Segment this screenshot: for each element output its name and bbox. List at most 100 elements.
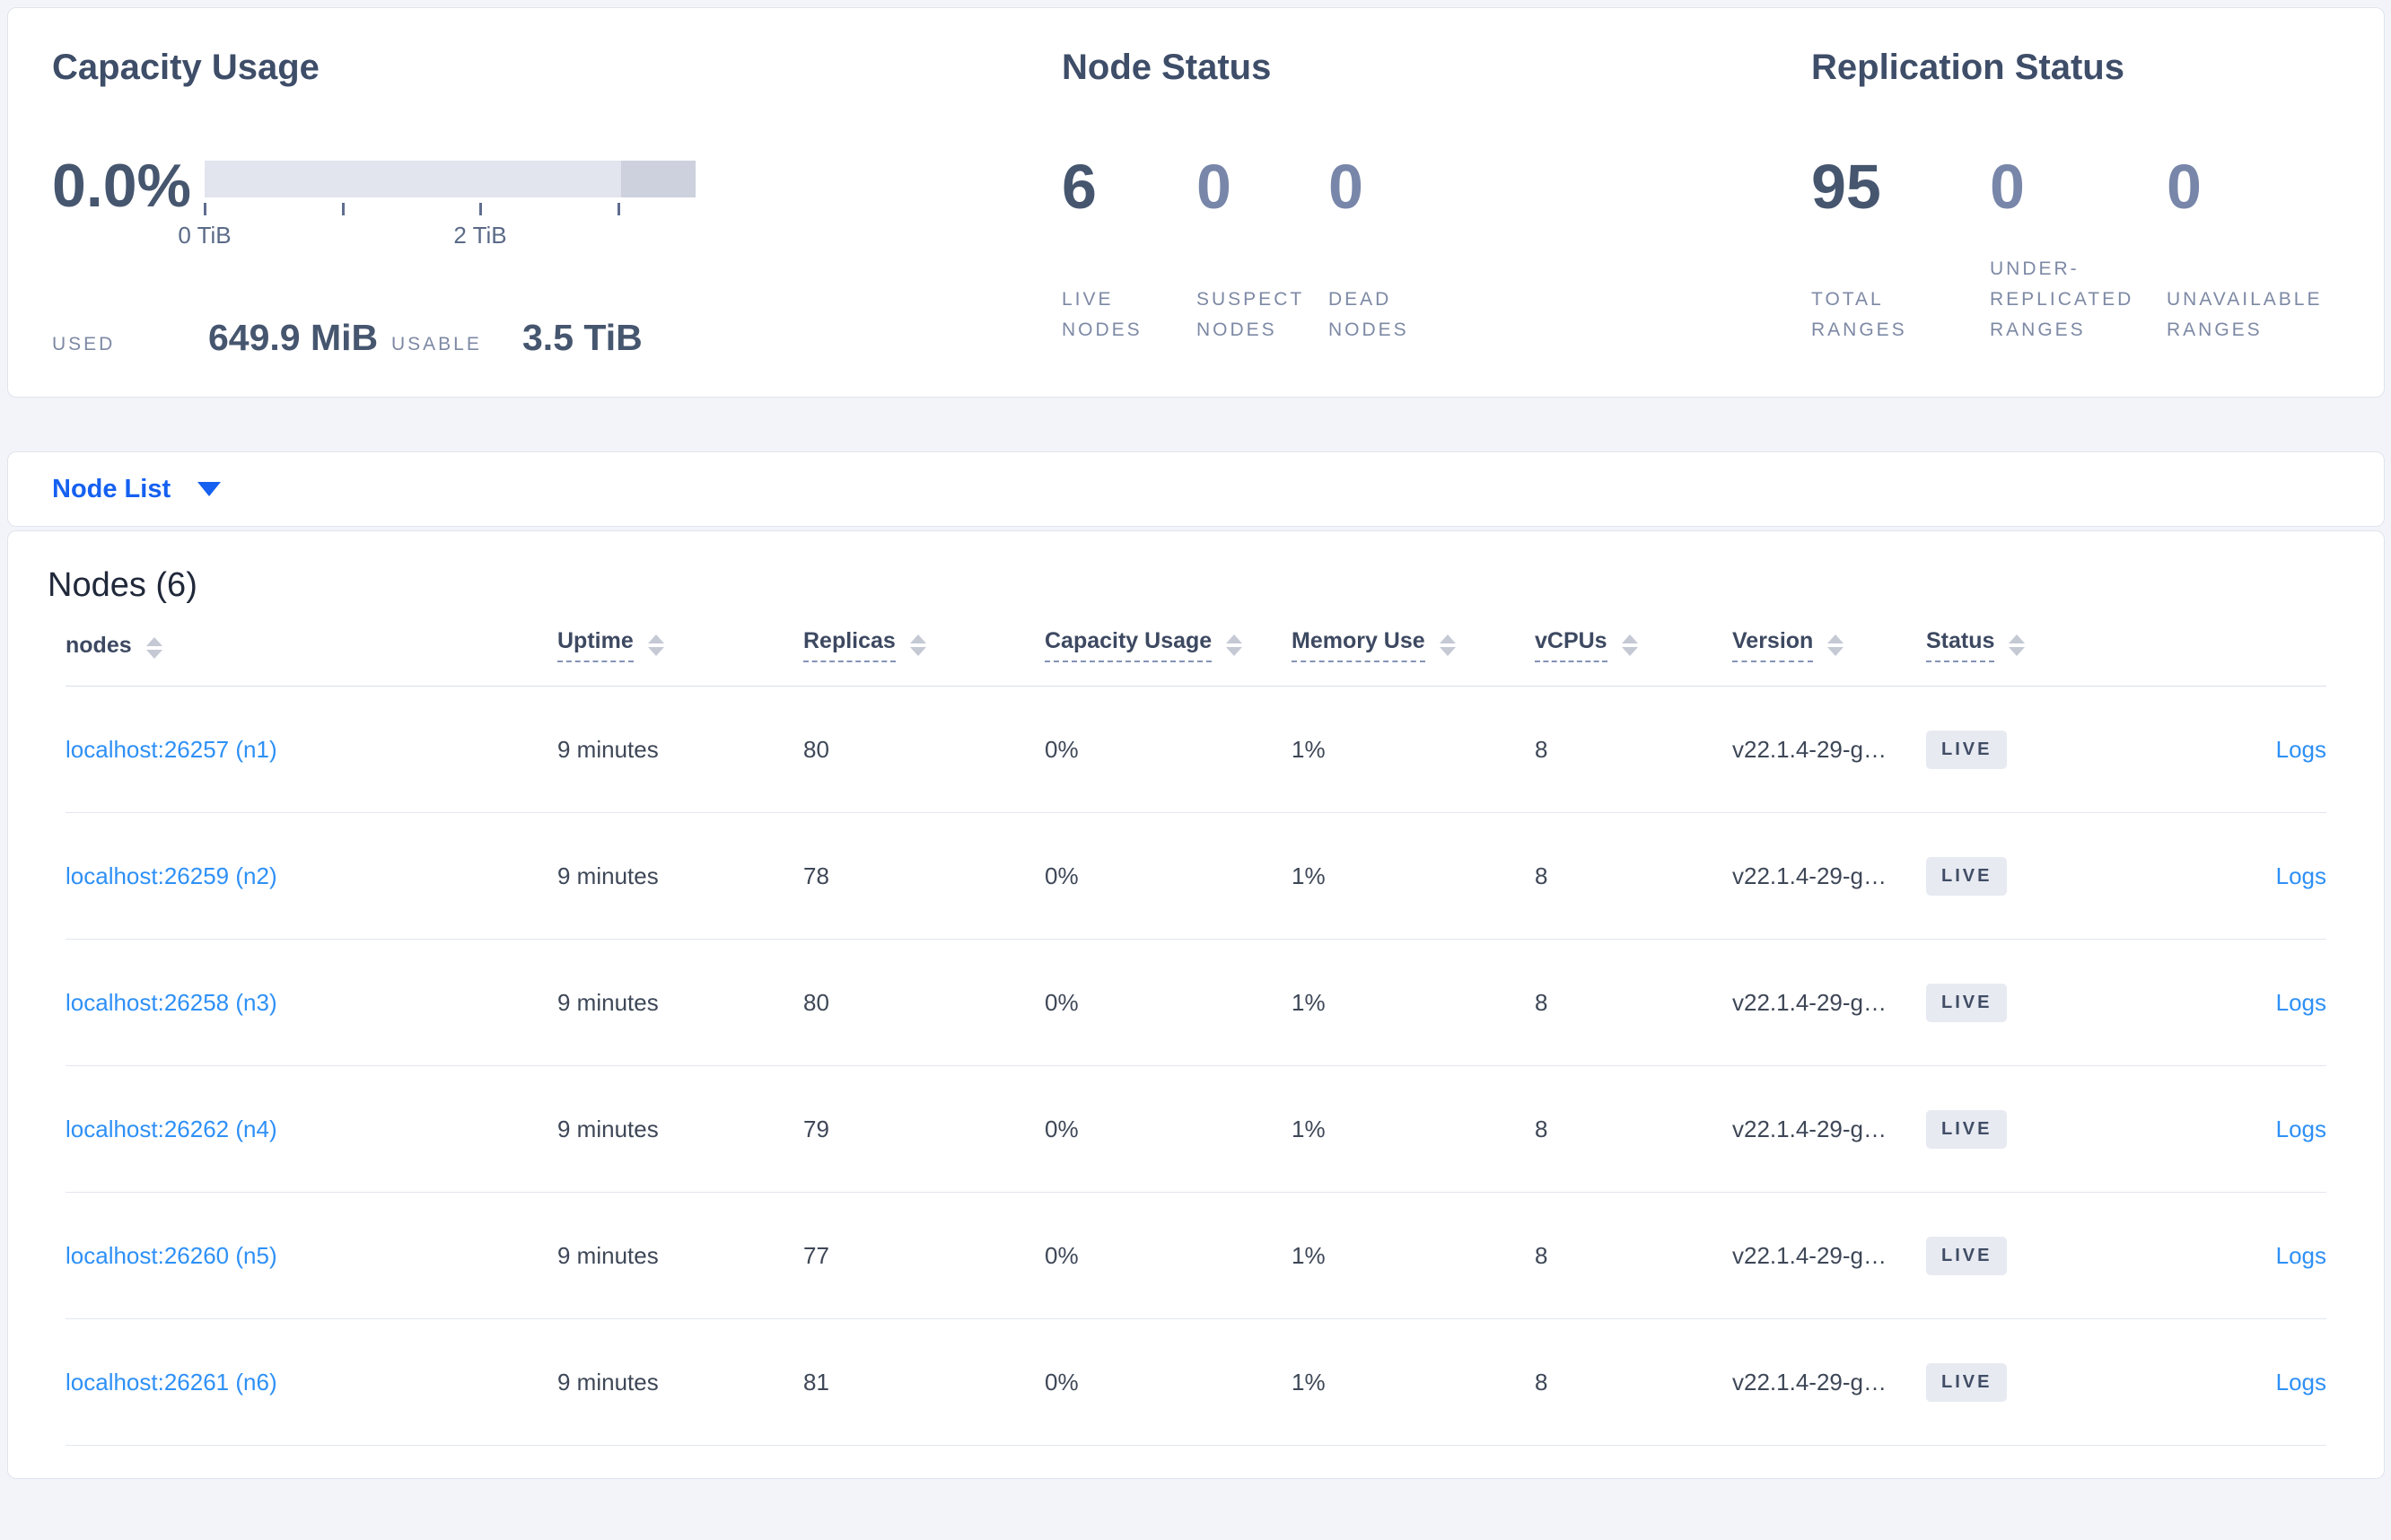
sort-icon[interactable] [647,634,664,656]
capacity-stats-row: USED 649.9 MiB USABLE 3.5 TiB [52,317,1062,359]
memory-use-value: 1% [1292,1115,1326,1142]
cell-status: LIVE [1926,1362,2117,1402]
node-row: localhost:26261 (n6) 9 minutes 81 0% 1% 8 v22.… [66,1319,2326,1446]
cell-logs: Logs [2117,736,2326,764]
node-row: localhost:26262 (n4) 9 minutes 79 0% 1% 8 v22.… [66,1066,2326,1193]
version-value: v22.1.4-29-g… [1732,988,1887,1016]
memory-use-value: 1% [1292,735,1326,763]
dead-nodes-stat: 0 DEAD NODES [1328,153,1441,346]
cell-memory-use: 1% [1292,1242,1535,1270]
cell-capacity-usage: 0% [1045,736,1292,764]
column-header-replicas[interactable]: Replicas [803,628,1045,662]
sort-icon[interactable] [1226,634,1243,656]
sort-icon[interactable] [1621,634,1638,656]
capacity-used-percent: 0.0% [52,152,191,220]
uptime-value: 9 minutes [557,862,659,889]
gauge-tick [342,203,345,215]
cell-capacity-usage: 0% [1045,862,1292,890]
node-address-link[interactable]: localhost:26259 (n2) [66,862,277,889]
version-value: v22.1.4-29-g… [1732,735,1887,763]
cell-version: v22.1.4-29-g… [1732,736,1926,764]
dead-nodes-label: DEAD NODES [1328,289,1409,340]
column-header-uptime[interactable]: Uptime [557,628,803,662]
node-address-link[interactable]: localhost:26262 (n4) [66,1115,277,1142]
logs-link[interactable]: Logs [2275,1115,2326,1142]
cell-memory-use: 1% [1292,862,1535,890]
column-header-version[interactable]: Version [1732,628,1926,662]
vcpus-value: 8 [1535,735,1548,763]
unavailable-ranges-stat: 0 UNAVAILABLE RANGES [2167,153,2342,346]
under-replicated-ranges-value: 0 [1990,152,2025,222]
column-header-nodes[interactable]: nodes [66,633,557,662]
logs-link[interactable]: Logs [2275,735,2326,763]
column-header-label: Uptime [557,628,634,662]
column-header-vcpus[interactable]: vCPUs [1535,628,1732,662]
gauge-tick-label: 2 TiB [453,222,507,249]
sort-icon[interactable] [909,634,926,656]
cell-memory-use: 1% [1292,1369,1535,1396]
column-header-memory-use[interactable]: Memory Use [1292,628,1535,662]
cell-uptime: 9 minutes [557,989,803,1017]
cell-node: localhost:26262 (n4) [66,1116,557,1143]
sort-icon[interactable] [2009,634,2026,656]
cell-uptime: 9 minutes [557,1242,803,1270]
uptime-value: 9 minutes [557,1115,659,1142]
version-value: v22.1.4-29-g… [1732,1115,1887,1142]
memory-use-value: 1% [1292,988,1326,1016]
column-header-capacity-usage[interactable]: Capacity Usage [1045,628,1292,662]
view-selector-label: Node List [52,474,171,503]
live-nodes-stat: 6 LIVE NODES [1062,153,1196,346]
node-address-link[interactable]: localhost:26257 (n1) [66,735,277,763]
cell-memory-use: 1% [1292,736,1535,764]
cell-replicas: 78 [803,862,1045,890]
cell-uptime: 9 minutes [557,1369,803,1396]
view-selector-dropdown[interactable]: Node List [52,474,222,504]
cell-vcpus: 8 [1535,736,1732,764]
logs-link[interactable]: Logs [2275,1368,2326,1396]
column-header-status[interactable]: Status [1926,628,2117,662]
gauge-tick [617,203,620,215]
under-replicated-ranges-label: UNDER-REPLICATED RANGES [1990,258,2134,340]
sort-icon[interactable] [145,636,162,659]
cell-uptime: 9 minutes [557,1116,803,1143]
cell-node: localhost:26257 (n1) [66,736,557,764]
unavailable-ranges-value: 0 [2167,152,2202,222]
capacity-usage-value: 0% [1045,988,1079,1016]
cell-status: LIVE [1926,983,2117,1022]
cluster-summary-card: Capacity Usage 0.0% 0 TiB 2 TiB USED 649.… [7,7,2385,398]
capacity-usage-value: 0% [1045,735,1079,763]
cell-replicas: 77 [803,1242,1045,1270]
cell-replicas: 81 [803,1369,1045,1396]
cell-version: v22.1.4-29-g… [1732,1116,1926,1143]
column-header-label: nodes [66,633,132,658]
node-row: localhost:26259 (n2) 9 minutes 78 0% 1% 8 v22.… [66,813,2326,940]
cell-version: v22.1.4-29-g… [1732,1369,1926,1396]
column-header-label: Replicas [803,628,896,662]
cell-node: localhost:26260 (n5) [66,1242,557,1270]
cell-node: localhost:26259 (n2) [66,862,557,890]
suspect-nodes-label: SUSPECT NODES [1196,289,1304,340]
cell-replicas: 80 [803,736,1045,764]
node-address-link[interactable]: localhost:26258 (n3) [66,988,277,1016]
vcpus-value: 8 [1535,1115,1548,1142]
cell-version: v22.1.4-29-g… [1732,989,1926,1017]
version-value: v22.1.4-29-g… [1732,862,1887,889]
node-address-link[interactable]: localhost:26261 (n6) [66,1368,277,1396]
uptime-value: 9 minutes [557,735,659,763]
logs-link[interactable]: Logs [2275,862,2326,889]
logs-link[interactable]: Logs [2275,1241,2326,1269]
logs-link[interactable]: Logs [2275,988,2326,1016]
replication-status-panel: Replication Status 95 TOTAL RANGES 0 UND… [1811,46,2384,397]
column-header-label: Capacity Usage [1045,628,1213,662]
sort-icon[interactable] [1827,634,1844,656]
cell-logs: Logs [2117,989,2326,1017]
node-row: localhost:26258 (n3) 9 minutes 80 0% 1% 8 v22.… [66,940,2326,1066]
cell-logs: Logs [2117,1116,2326,1143]
node-row: localhost:26257 (n1) 9 minutes 80 0% 1% 8 v22.… [66,687,2326,813]
node-address-link[interactable]: localhost:26260 (n5) [66,1241,277,1269]
sort-icon[interactable] [1439,634,1456,656]
version-value: v22.1.4-29-g… [1732,1368,1887,1396]
status-badge: LIVE [1926,730,2008,769]
used-value: 649.9 MiB [208,317,379,358]
node-status-stats: 6 LIVE NODES 0 SUSPECT NODES 0 DEAD NODE… [1062,153,1811,346]
